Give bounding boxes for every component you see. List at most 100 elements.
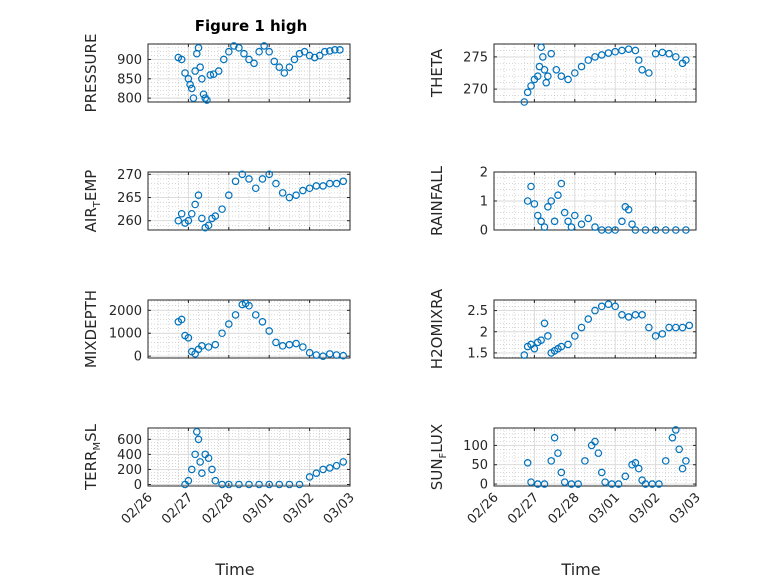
- data-point: [544, 203, 552, 211]
- data-point: [255, 480, 263, 489]
- data-point: [527, 478, 535, 486]
- data-point: [331, 45, 339, 54]
- data-point: [591, 53, 599, 61]
- data-point: [604, 300, 613, 309]
- data-point: [199, 90, 208, 99]
- data-point: [320, 47, 329, 56]
- data-point: [540, 65, 549, 74]
- data-point: [193, 427, 201, 436]
- data-point: [550, 217, 559, 226]
- y-axis-label: SUNFLUX: [428, 424, 449, 490]
- data-point: [194, 435, 203, 444]
- data-point: [631, 46, 640, 55]
- data-point: [547, 197, 556, 205]
- data-point: [581, 457, 589, 465]
- data-point: [591, 437, 599, 446]
- data-point: [194, 191, 203, 200]
- data-point: [198, 469, 206, 477]
- y-tick-label: 400: [117, 448, 142, 463]
- data-point: [557, 72, 566, 81]
- y-axis-label: AIRTEMP: [82, 170, 103, 233]
- data-point: [570, 69, 579, 77]
- data-point: [577, 323, 586, 332]
- y-axis-label: TERRMSL: [82, 423, 103, 491]
- data-point: [523, 88, 532, 97]
- data-point: [560, 478, 569, 486]
- data-point: [245, 480, 253, 489]
- data-point: [270, 57, 279, 66]
- data-point: [187, 209, 196, 218]
- data-point: [574, 480, 582, 488]
- data-point: [685, 321, 694, 330]
- data-point: [211, 476, 220, 485]
- y-tick-label: 2000: [109, 304, 142, 319]
- data-point: [272, 338, 280, 347]
- data-point: [564, 217, 572, 226]
- data-point: [230, 42, 238, 50]
- axes-box: [493, 43, 697, 103]
- y-tick-label: 270: [463, 83, 488, 98]
- x-tick-label: 02/28: [546, 490, 583, 527]
- y-tick-label: 1: [480, 195, 488, 210]
- y-tick-label: 0: [480, 478, 488, 493]
- data-point: [290, 55, 299, 64]
- data-point: [527, 182, 535, 191]
- data-point: [557, 468, 566, 477]
- data-point: [537, 217, 545, 226]
- x-tick-label: 03/03: [667, 490, 704, 527]
- data-point: [225, 480, 233, 489]
- data-point: [251, 184, 260, 193]
- data-point: [671, 53, 680, 61]
- y-tick-label: 275: [463, 50, 488, 65]
- data-point: [325, 47, 334, 55]
- axes-box: [147, 43, 351, 103]
- x-tick-label: 03/01: [586, 490, 623, 527]
- data-point: [520, 98, 529, 106]
- data-point: [597, 51, 606, 59]
- data-point: [533, 211, 542, 220]
- data-point: [191, 450, 199, 459]
- x-tick-label: 02/27: [159, 490, 196, 527]
- data-point: [682, 226, 690, 234]
- y-tick-label: 0: [134, 478, 142, 493]
- data-point: [201, 94, 210, 102]
- data-point: [631, 226, 640, 234]
- data-point: [285, 63, 294, 71]
- data-point: [225, 191, 233, 200]
- data-point: [537, 336, 545, 345]
- data-point: [597, 302, 606, 311]
- data-point: [214, 67, 223, 75]
- x-axis-label: Time: [560, 560, 600, 579]
- data-point: [325, 464, 334, 472]
- data-point: [218, 205, 226, 213]
- data-point: [554, 449, 562, 457]
- data-point: [638, 65, 646, 74]
- plot-area: [148, 172, 350, 230]
- data-point: [552, 65, 561, 74]
- data-point: [624, 205, 633, 214]
- data-point: [305, 51, 314, 60]
- subplot-3: 260 265 270: [117, 168, 351, 232]
- data-point: [305, 184, 314, 193]
- data-point: [665, 49, 673, 58]
- data-point: [537, 43, 545, 52]
- y-tick-label: 50: [471, 458, 488, 473]
- data-point: [584, 214, 593, 223]
- plot-area: [148, 428, 350, 486]
- data-point: [540, 480, 549, 488]
- data-point: [540, 223, 549, 231]
- data-point: [300, 47, 309, 56]
- data-point: [231, 177, 240, 186]
- data-point: [651, 332, 660, 340]
- data-point: [597, 468, 606, 477]
- y-axis-label: THETA: [428, 48, 446, 98]
- data-point: [336, 45, 344, 54]
- data-point: [245, 301, 253, 310]
- data-point: [564, 75, 572, 84]
- x-tick-label: 03/02: [626, 490, 663, 527]
- data-point: [557, 179, 566, 188]
- axes-box: [147, 299, 351, 359]
- data-point: [678, 464, 687, 473]
- data-point: [591, 306, 599, 315]
